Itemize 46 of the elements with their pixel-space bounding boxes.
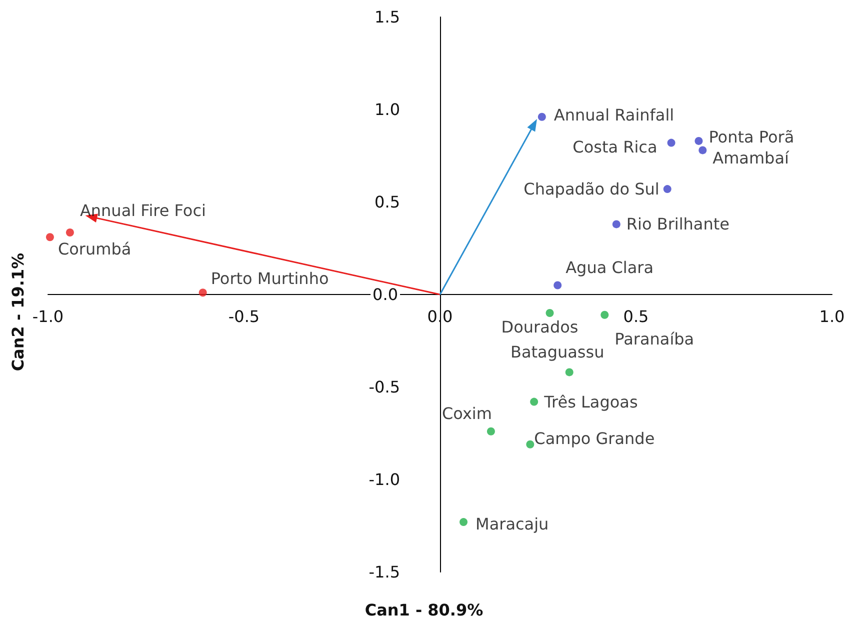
- x-tick-label: -1.0: [32, 307, 64, 326]
- annotation: Três Lagoas: [543, 392, 638, 412]
- point: [526, 440, 534, 448]
- point: [694, 136, 703, 145]
- annotation: Porto Murtinho: [210, 269, 329, 288]
- annotation: Annual Rainfall: [554, 105, 674, 124]
- y-tick-label: 0.0: [372, 285, 398, 304]
- point: [546, 309, 554, 317]
- x-axis-title: Can1 - 80.9%: [364, 600, 484, 620]
- annotation: Costa Rica: [572, 137, 658, 156]
- annotation: Corumbá: [58, 240, 132, 259]
- annotation: Bataguassu: [510, 342, 604, 362]
- point: [612, 220, 620, 228]
- annotation: Ponta Porã: [708, 127, 794, 146]
- y-axis-title: Can2 - 19.1%: [8, 252, 28, 372]
- point: [460, 518, 468, 526]
- annotation: Chapadão do Sul: [524, 180, 660, 199]
- annotation: Campo Grande: [534, 428, 655, 448]
- point: [698, 146, 707, 154]
- point: [538, 112, 546, 121]
- point: [66, 228, 74, 237]
- point: [667, 138, 676, 147]
- y-tick-label: -1.5: [368, 562, 400, 582]
- y-tick-label: 1.0: [374, 100, 400, 119]
- annotation: Paranaíba: [614, 329, 694, 348]
- point: [46, 233, 54, 242]
- point: [486, 427, 495, 436]
- x-tick-label: 1.0: [819, 307, 845, 326]
- point: [198, 288, 207, 297]
- point: [600, 310, 609, 319]
- annotation: Agua Clara: [566, 258, 654, 277]
- point: [663, 185, 672, 194]
- point: [554, 281, 562, 290]
- annotation: Dourados: [501, 318, 578, 336]
- annotation: Maracaju: [476, 514, 549, 534]
- y-tick-label: 0.5: [374, 192, 400, 212]
- y-tick-label: -0.5: [368, 378, 400, 396]
- y-tick-label: 1.5: [374, 8, 400, 26]
- point: [565, 368, 574, 376]
- annotation: Rio Brilhante: [626, 214, 730, 234]
- annotation: Amambaí: [712, 148, 790, 168]
- annotation: Coxim: [442, 404, 492, 423]
- point: [530, 398, 538, 406]
- x-tick-label: 0.5: [623, 307, 649, 326]
- x-tick-label: -0.5: [228, 307, 260, 326]
- y-tick-label: -1.0: [368, 470, 400, 489]
